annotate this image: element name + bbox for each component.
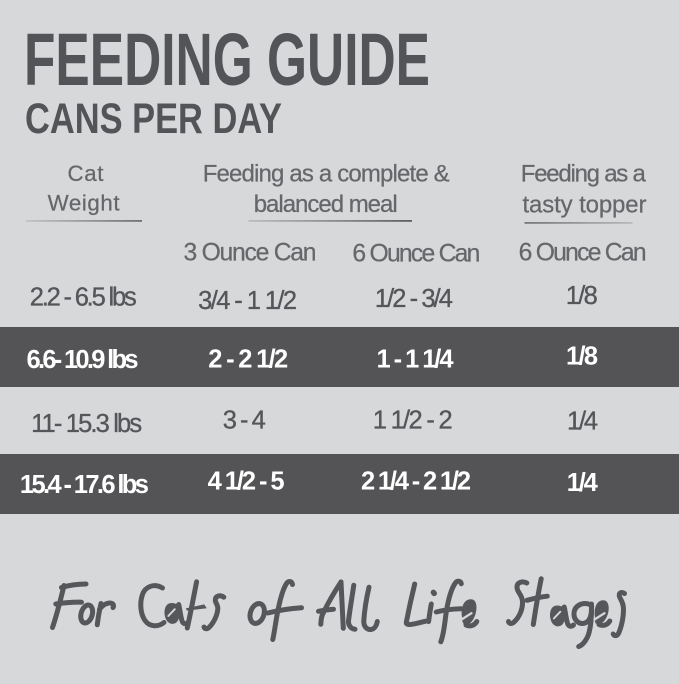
svg-text:1/4: 1/4 [567, 408, 598, 436]
svg-text:3 Ounce Can: 3 Ounce Can [184, 240, 317, 267]
svg-text:FEEDING GUIDE: FEEDING GUIDE [24, 18, 430, 101]
svg-text:1/2 - 3/4: 1/2 - 3/4 [375, 285, 453, 313]
svg-text:Cat: Cat [68, 161, 105, 186]
svg-text:balanced meal: balanced meal [254, 191, 398, 218]
svg-text:tasty topper: tasty topper [523, 192, 647, 219]
svg-text:6 Ounce Can: 6 Ounce Can [352, 241, 480, 268]
svg-text:2.2 - 6.5 lbs: 2.2 - 6.5 lbs [30, 284, 137, 312]
svg-text:4 1/2 - 5: 4 1/2 - 5 [208, 468, 285, 496]
svg-text:1 1/2 - 2: 1 1/2 - 2 [373, 407, 453, 435]
svg-text:1/4: 1/4 [567, 469, 599, 497]
svg-text:6.6- 10.9 lbs: 6.6- 10.9 lbs [27, 346, 139, 374]
svg-text:3/4 - 1 1/2: 3/4 - 1 1/2 [198, 287, 297, 315]
svg-text:Feeding as a: Feeding as a [521, 161, 647, 188]
svg-text:1/8: 1/8 [566, 282, 598, 310]
svg-text:Weight: Weight [48, 191, 121, 216]
svg-text:2 1/4 - 2 1/2: 2 1/4 - 2 1/2 [361, 468, 471, 496]
svg-text:2 - 2 1/2: 2 - 2 1/2 [208, 346, 288, 374]
svg-text:15.4 - 17.6 lbs: 15.4 - 17.6 lbs [20, 471, 149, 499]
svg-text:1 - 1 1/4: 1 - 1 1/4 [377, 346, 455, 374]
svg-text:Feeding as a complete &: Feeding as a complete & [203, 161, 450, 188]
svg-text:CANS PER DAY: CANS PER DAY [25, 96, 282, 143]
svg-text:3 - 4: 3 - 4 [223, 407, 266, 435]
svg-text:1/8: 1/8 [566, 343, 598, 371]
svg-text:11- 15.3 lbs: 11- 15.3 lbs [31, 410, 142, 438]
svg-text:6 Ounce Can: 6 Ounce Can [519, 240, 647, 267]
